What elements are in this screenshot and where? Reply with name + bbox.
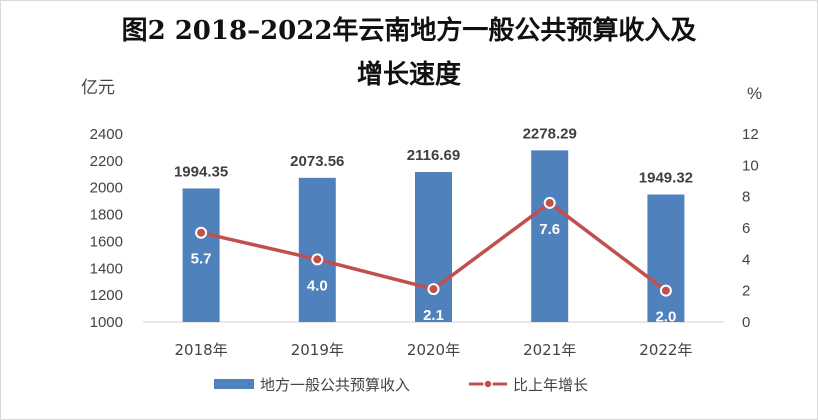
left-axis-unit: 亿元 [81,78,115,97]
growth-point [659,284,672,297]
growth-value-label: 7.6 [539,221,560,238]
legend-swatch-marker [483,379,493,389]
right-tick-label: 4 [742,251,750,268]
category-label: 2022年 [639,341,692,359]
category-labels: 2018年 2019年 2020年 2021年 2022年 [175,341,693,359]
left-tick-label: 1200 [90,287,123,304]
growth-point [543,196,556,209]
chart-title-line-1: 图2 2018–2022年云南地方一般公共预算收入及 [122,15,697,46]
bar-value-label: 1994.35 [174,163,228,180]
left-axis-ticks: 2400 2200 2000 1800 1600 1400 1200 1000 [90,126,123,331]
bar-series [182,150,685,322]
right-tick-label: 12 [742,126,759,143]
legend-label-line: 比上年增长 [513,376,588,394]
growth-point [195,226,208,239]
right-tick-label: 10 [742,157,759,174]
bar-value-label: 1949.32 [639,170,693,187]
left-tick-label: 2400 [90,126,123,143]
right-tick-label: 8 [742,189,750,206]
growth-value-label: 4.0 [307,277,328,294]
growth-point [311,253,324,266]
right-tick-label: 0 [742,314,750,331]
bar [415,172,452,322]
growth-value-label: 2.1 [423,307,444,324]
bar-value-labels: 1994.35 2073.56 2116.69 2278.29 1949.32 [174,125,693,186]
bar [298,177,336,322]
growth-value-label: 2.0 [655,309,676,326]
growth-value-labels: 5.7 4.0 2.1 7.6 2.0 [191,221,677,326]
bar-value-label: 2278.29 [523,125,577,142]
legend-swatch-bar [214,379,254,389]
left-tick-label: 1000 [90,314,123,331]
legend: 地方一般公共预算收入 比上年增长 [214,376,588,394]
right-tick-label: 6 [742,220,750,237]
growth-point [427,283,440,296]
left-tick-label: 2000 [90,180,123,197]
chart-title-line-2: 增长速度 [357,59,461,90]
bar [182,188,220,322]
left-tick-label: 1800 [90,207,123,224]
right-axis-ticks: 12 10 8 6 4 2 0 [742,126,759,331]
left-tick-label: 1600 [90,233,123,250]
left-tick-label: 1400 [90,260,123,277]
right-axis-unit: % [747,84,762,103]
growth-value-label: 5.7 [191,251,212,268]
bar-value-label: 2116.69 [407,147,460,164]
bar-value-label: 2073.56 [290,153,344,170]
right-tick-label: 2 [742,283,750,300]
bar [531,150,569,322]
bar [647,194,685,322]
left-tick-label: 2200 [90,153,123,170]
growth-line-series [195,196,672,297]
legend-label-bar: 地方一般公共预算收入 [260,376,410,394]
category-label: 2018年 [175,341,228,359]
category-label: 2020年 [407,341,460,359]
category-label: 2019年 [291,341,344,359]
category-label: 2021年 [523,341,576,359]
